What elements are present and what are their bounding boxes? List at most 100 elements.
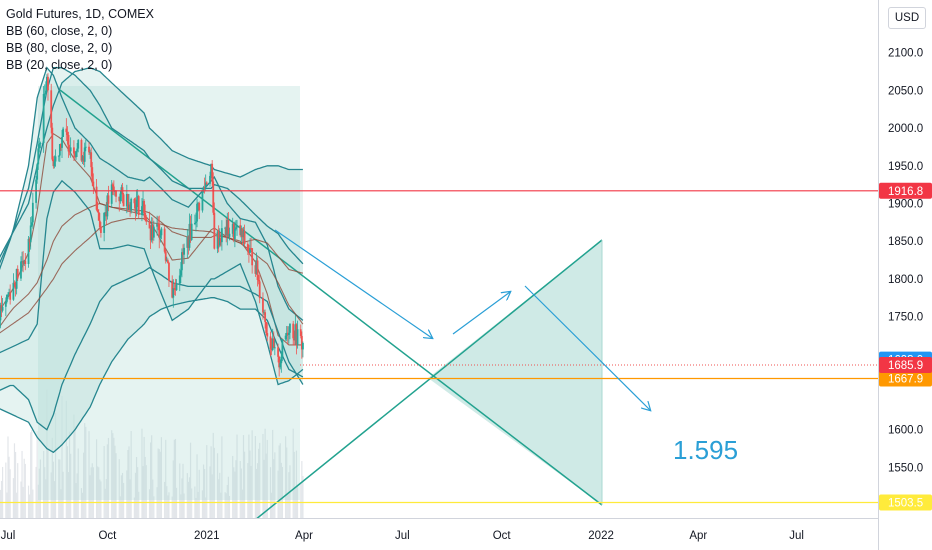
candle-body [209,175,211,184]
candle-body [115,190,117,197]
candle-body [57,155,60,157]
volume-bar [158,449,160,518]
volume-bar [21,450,23,518]
candle-body [51,127,54,160]
candle-body [136,196,139,200]
candle-body [72,147,75,154]
candle-body [8,292,10,295]
candle-body [119,193,122,202]
volume-bar [171,496,173,518]
candle-body [90,152,93,168]
volume-bar [20,481,22,518]
volume-bar [126,470,128,518]
volume-bar [73,414,75,518]
volume-bar [281,466,283,518]
volume-bar [75,483,77,518]
volume-bar [12,478,15,518]
candle-body [228,233,231,237]
candle-body [264,312,267,323]
volume-bar [29,494,31,518]
candle-body [39,143,42,145]
candle-body [210,163,212,176]
volume-bar [106,444,108,518]
volume-bar [262,433,264,518]
candle-body [159,235,162,238]
candle-body [172,288,175,298]
volume-bar [31,430,33,518]
candle-body [226,219,229,236]
time-tick-label: 2021 [194,530,220,542]
candle-body [129,204,131,211]
volume-bar [295,450,298,518]
candle-body [256,260,259,280]
candle-body [241,228,244,238]
volume-bar [258,448,260,518]
candle-body [110,184,113,204]
volume-bar [141,428,143,518]
candle-body [106,195,109,217]
price-tag-label: 1685.9 [888,360,923,372]
volume-bar [149,442,152,518]
candle-body [284,335,287,340]
plot-area: 1.595 [0,66,878,518]
candle-body [0,305,3,311]
volume-bar [111,430,113,518]
candle-body [30,222,33,226]
volume-bar [99,479,101,518]
candle-body [246,243,249,250]
candle-body [22,261,25,264]
candle-body [293,338,296,341]
volume-bar [133,497,135,518]
volume-bar [242,435,245,518]
projection-annotation: 1.595 [673,435,738,465]
volume-bar [138,491,140,518]
time-tick-label: Jul [395,530,410,542]
candle-body [75,151,77,158]
volume-bar [285,436,287,518]
volume-bar [62,471,64,518]
candle-body [258,281,261,299]
volume-bar [278,445,280,518]
price-tick-label: 1850.0 [888,236,923,248]
volume-bar [165,439,167,518]
candle-body [112,186,115,192]
candle-body [300,335,303,350]
currency-badge[interactable]: USD [888,7,926,29]
volume-bar [105,479,107,518]
volume-bar [113,437,115,518]
volume-bar [232,455,234,518]
volume-bar [0,489,2,518]
candle-body [23,260,26,264]
volume-bar [13,443,16,518]
volume-bar [95,439,98,518]
volume-bar [204,468,206,518]
candle-body [98,220,101,228]
volume-bar [249,450,251,518]
candle-body [233,229,236,240]
chart-legend: Gold Futures, 1D, COMEX BB (60, close, 2… [6,6,154,74]
volume-bar [128,446,130,518]
volume-bar [120,475,123,518]
candle-body [216,231,219,249]
candle-body [174,288,177,291]
volume-bar [5,462,7,518]
volume-bar [167,495,169,518]
candle-body [149,228,152,241]
candle-body [105,212,108,217]
volume-bar [301,461,303,518]
candle-body [144,212,147,218]
volume-bar [89,475,91,518]
candle-body [225,227,228,236]
volume-bar [270,492,273,518]
triangle-ascending-line [256,239,603,518]
price-tick-label: 1900.0 [888,198,923,210]
volume-bar [197,491,199,518]
volume-bar [119,496,121,518]
volume-bar [198,469,200,518]
trend-arrow [274,229,432,338]
volume-bar [58,459,60,518]
candle-body [249,248,251,253]
volume-bar [173,439,175,518]
